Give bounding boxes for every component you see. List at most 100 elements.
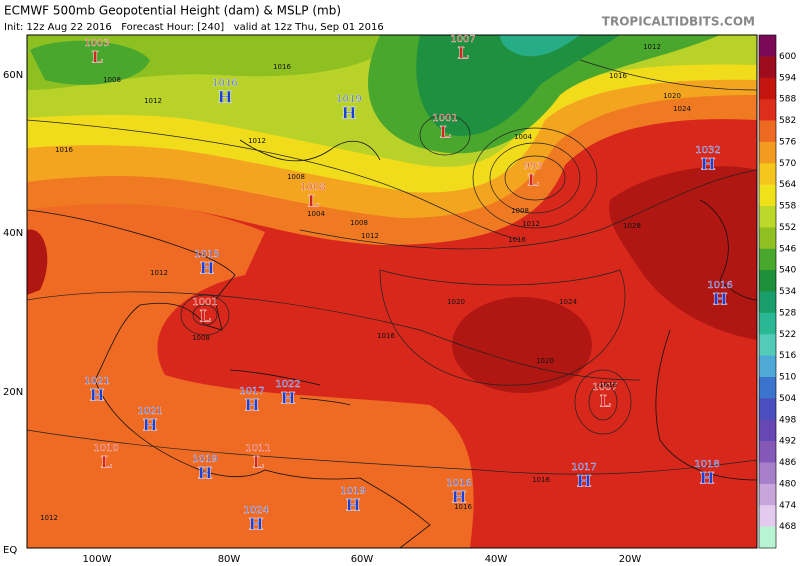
title: ECMWF 500mb Geopotential Height (dam) & … <box>4 4 341 18</box>
contour-label: 1008 <box>103 76 121 84</box>
contour-label: 1024 <box>673 105 691 113</box>
center-pressure: 1018 <box>694 459 719 470</box>
contour-label: 1016 <box>609 72 627 80</box>
contour-label: 1004 <box>307 210 325 218</box>
center-letter: H <box>699 469 714 488</box>
contour-label: 1008 <box>192 334 210 342</box>
field <box>27 194 474 548</box>
colorbar-swatch <box>759 419 776 442</box>
field <box>500 35 580 57</box>
colorbar-label: 582 <box>779 116 796 126</box>
center-letter: L <box>527 171 538 190</box>
center-letter: L <box>100 453 111 472</box>
isobar <box>27 119 521 241</box>
contour-label: 1012 <box>150 269 168 277</box>
contour-label: 1008 <box>350 219 368 227</box>
contour-label: 1020 <box>447 298 465 306</box>
isobar <box>27 429 757 475</box>
colorbar-swatch <box>759 355 776 378</box>
center-pressure: 1019 <box>192 454 217 465</box>
colorbar-swatch <box>759 163 776 186</box>
colorbar-label: 492 <box>779 437 796 447</box>
colorbar-swatch <box>759 184 776 207</box>
map <box>26 34 758 549</box>
lon-label: 80W <box>218 554 241 565</box>
contour-label: 1012 <box>40 514 58 522</box>
center-letter: H <box>700 155 715 174</box>
colorbar-swatch <box>759 462 776 485</box>
colorbar-swatch <box>759 35 776 57</box>
contour-label: 1012 <box>361 232 379 240</box>
colorbar-label: 516 <box>779 351 796 361</box>
center-pressure: 1010 <box>93 443 118 454</box>
colorbar-label: 468 <box>779 522 796 532</box>
colorbar-swatch <box>759 77 776 100</box>
colorbar-swatch <box>759 526 776 549</box>
contour-label: 1016 <box>508 236 526 244</box>
isobar <box>379 269 626 386</box>
colorbar-label: 558 <box>779 202 796 212</box>
colorbar-swatch <box>759 141 776 164</box>
center-pressure: 1024 <box>243 505 268 516</box>
center-pressure: 993 <box>523 161 542 172</box>
colorbar-frame <box>758 34 777 549</box>
colorbar-swatch <box>759 312 776 335</box>
center-letter: L <box>252 453 263 472</box>
center-pressure: 1016 <box>707 280 732 291</box>
center-letter: H <box>576 472 591 491</box>
center-letter: L <box>199 307 210 326</box>
colorbar-label: 534 <box>779 287 796 297</box>
contour-label: 1004 <box>514 133 532 141</box>
contour-label: 1008 <box>287 173 305 181</box>
center-pressure: 1015 <box>194 249 219 260</box>
colorbar-swatch <box>759 441 776 463</box>
isobar <box>27 291 641 381</box>
center-letter: H <box>217 88 232 107</box>
site: TROPICALTIDBITS.COM <box>602 15 755 29</box>
contour-label: 1020 <box>536 357 554 365</box>
colorbar-swatch <box>759 377 776 399</box>
center-letter: L <box>439 123 450 142</box>
colorbar-swatch <box>759 483 776 506</box>
colorbar-label: 600 <box>779 52 796 62</box>
lat-label: EQ <box>3 545 17 556</box>
colorbar-swatch <box>759 291 776 314</box>
colorbar-label: 576 <box>779 137 796 147</box>
center-letter: L <box>91 48 102 67</box>
colorbar-label: 504 <box>779 394 796 404</box>
field <box>416 35 620 136</box>
center-letter: H <box>280 389 295 408</box>
lat-label: 40N <box>3 228 23 239</box>
contour-label: 1016 <box>377 332 395 340</box>
center-letter: H <box>451 488 466 507</box>
isobar <box>579 59 757 91</box>
colorbar-swatch <box>759 334 776 357</box>
colorbar-label: 570 <box>779 159 796 169</box>
coastline <box>27 209 431 548</box>
contour-label: 1012 <box>144 97 162 105</box>
contour-label: 1024 <box>559 298 577 306</box>
colorbar-swatch <box>759 99 776 121</box>
contour-label: 1016 <box>599 381 617 389</box>
field <box>27 229 48 295</box>
coastline <box>229 369 351 406</box>
colorbar-label: 546 <box>779 244 796 254</box>
colorbar-label: 588 <box>779 95 796 105</box>
coastline <box>655 329 757 481</box>
contour-label: 1012 <box>643 43 661 51</box>
center-pressure: 1021 <box>137 406 162 417</box>
center-letter: H <box>142 416 157 435</box>
center-pressure: 1032 <box>695 145 720 156</box>
center-letter: L <box>457 44 468 63</box>
center-pressure: 1017 <box>571 462 596 473</box>
colorbar-swatch <box>759 270 776 292</box>
colorbar-label: 564 <box>779 180 796 190</box>
colorbar-swatch <box>759 505 776 528</box>
colorbar-swatch <box>759 248 776 271</box>
colorbar-swatch <box>759 120 776 143</box>
center-pressure: 1001 <box>432 113 457 124</box>
colorbar-label: 594 <box>779 73 796 83</box>
colorbar-swatch <box>759 206 776 228</box>
colorbar-label: 498 <box>779 415 796 425</box>
colorbar-label: 486 <box>779 458 796 468</box>
